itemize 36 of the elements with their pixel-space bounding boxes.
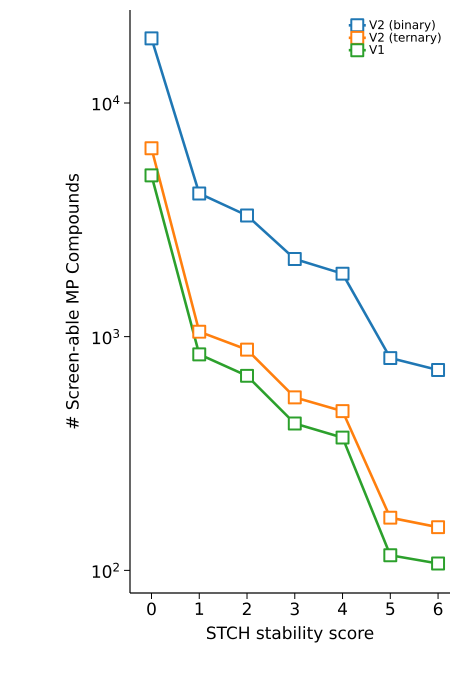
- point: [336, 266, 350, 281]
- x-tick-label: 3: [290, 602, 299, 616]
- y-tick-label: 10$^{2}$: [92, 562, 119, 578]
- point: [192, 186, 206, 200]
- y-tick-label: 10$^{3}$: [92, 329, 120, 344]
- point: [144, 31, 158, 46]
- x-axis-title: STCH stability score: [206, 626, 374, 643]
- legend-label: V1: [369, 45, 384, 54]
- y-tick-label: 10$^{4}$: [92, 95, 120, 111]
- x-tick-label: 0: [147, 602, 156, 616]
- y-axis-title: # Screen-able MP Compounds: [66, 174, 82, 428]
- point: [240, 342, 254, 357]
- point: [336, 404, 350, 418]
- point: [431, 520, 446, 534]
- point: [288, 252, 302, 266]
- point: [144, 141, 158, 156]
- point: [192, 347, 206, 362]
- point: [383, 510, 398, 525]
- x-tick-label: 1: [196, 602, 204, 615]
- legend-label: V2 (ternary): [369, 32, 441, 44]
- x-tick-label: 5: [386, 602, 394, 616]
- x-tick-label: 6: [434, 602, 442, 616]
- point: [192, 324, 206, 339]
- legend-label: V2 (binary): [369, 20, 435, 32]
- x-tick-label: 2: [242, 602, 251, 616]
- point: [336, 430, 350, 445]
- point: [431, 556, 446, 570]
- point: [383, 548, 398, 562]
- point: [240, 368, 254, 383]
- point: [144, 168, 158, 182]
- point: [383, 351, 398, 366]
- point: [240, 208, 254, 222]
- x-tick-label: 4: [338, 602, 347, 615]
- point: [431, 363, 446, 377]
- point: [288, 416, 302, 430]
- point: [288, 390, 302, 404]
